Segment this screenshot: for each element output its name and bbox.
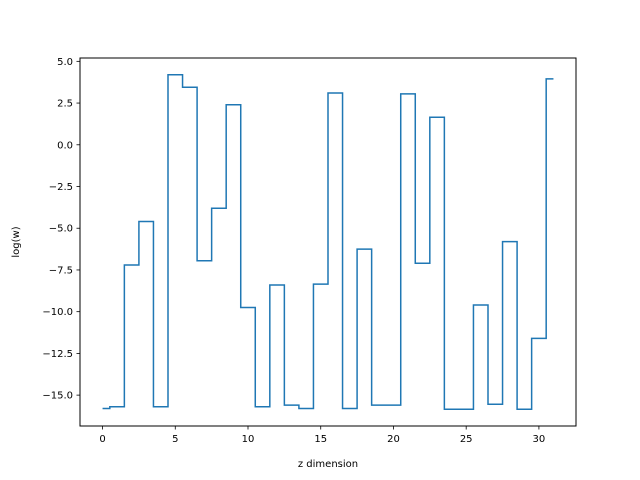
y-tick-label: −2.5 — [49, 182, 73, 193]
y-tick-label: 2.5 — [57, 99, 73, 110]
axes-frame — [79, 57, 577, 427]
y-tick-label: −10.0 — [42, 307, 73, 318]
series-line — [102, 73, 554, 411]
x-tick-label: 10 — [242, 434, 255, 445]
y-tick-label: 5.0 — [57, 57, 73, 68]
x-axis-label: z dimension — [298, 459, 358, 470]
y-axis-label: log(w) — [11, 226, 22, 257]
y-tick-label: −12.5 — [42, 349, 73, 360]
y-tick-label: −15.0 — [42, 391, 73, 402]
y-tick-label: −5.0 — [49, 224, 73, 235]
x-tick-label: 20 — [387, 434, 400, 445]
x-tick-label: 15 — [314, 434, 327, 445]
y-tick-label: −7.5 — [49, 265, 73, 276]
y-tick-label: 0.0 — [57, 140, 73, 151]
x-tick-label: 0 — [99, 434, 105, 445]
x-tick-label: 5 — [172, 434, 178, 445]
x-tick-label: 30 — [533, 434, 546, 445]
x-tick-label: 25 — [460, 434, 473, 445]
